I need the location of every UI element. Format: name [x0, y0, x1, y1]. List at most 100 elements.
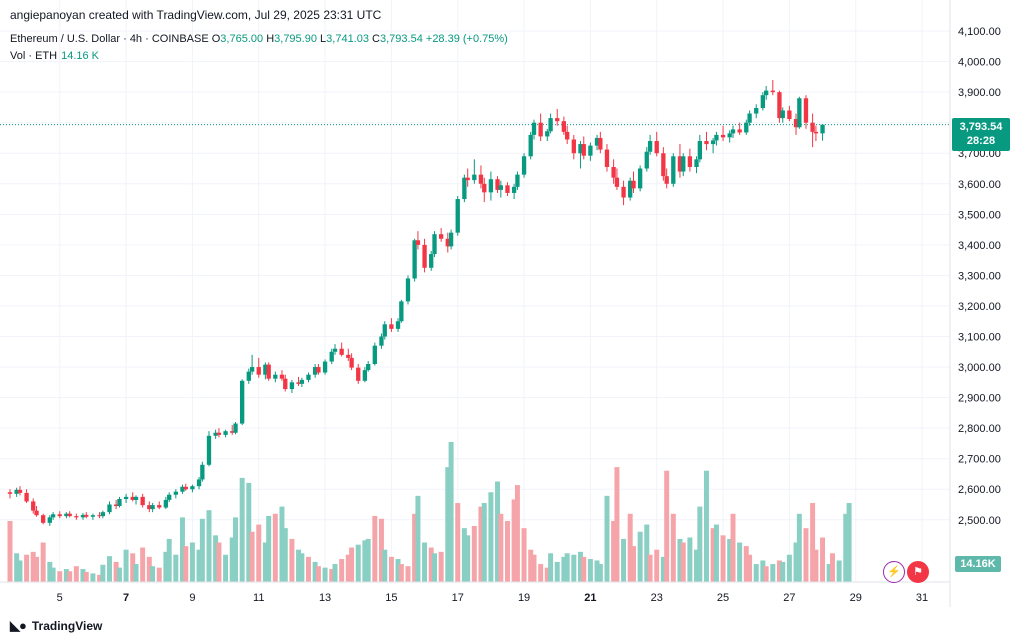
volume-bar: [216, 542, 222, 582]
candle-body: [362, 370, 368, 381]
attribution-text: angiepanoyan created with TradingView.co…: [10, 8, 382, 22]
candle: [754, 104, 759, 119]
volume-bar: [329, 569, 335, 582]
us-flag-icon[interactable]: ⚑: [907, 561, 929, 583]
candle-body: [200, 464, 205, 480]
volume-bar: [339, 559, 345, 582]
volume-bar: [206, 510, 212, 582]
candle: [704, 131, 709, 151]
candle: [737, 122, 742, 135]
candle-body: [445, 238, 450, 247]
candle: [163, 496, 169, 510]
candle-body: [803, 98, 809, 123]
volume-bar: [826, 564, 832, 582]
lightning-icon[interactable]: ⚡: [883, 561, 905, 583]
volume-bar: [776, 560, 782, 582]
candle-body: [190, 486, 195, 490]
volume-bar: [438, 551, 444, 582]
volume-bar: [687, 537, 693, 582]
candle-body: [167, 494, 172, 500]
candle: [183, 483, 188, 491]
volume-bar: [239, 477, 245, 582]
candle-body: [332, 348, 338, 352]
candle-body: [432, 234, 437, 255]
candle: [697, 134, 702, 163]
candle-body: [611, 166, 616, 178]
close-value: 3,793.54: [380, 33, 423, 45]
candle-body: [714, 134, 719, 141]
volume-bar: [531, 554, 537, 582]
price-axis[interactable]: 2,500.00 2,600.00 2,700.00 2,800.00 2,900.00…: [958, 26, 1001, 527]
volume-bar: [80, 569, 86, 582]
candle-body: [366, 364, 371, 371]
candle-body: [283, 378, 288, 390]
volume-bar: [422, 542, 428, 582]
candle: [67, 511, 72, 518]
candle-body: [697, 141, 702, 160]
candle-body: [747, 113, 752, 123]
volume-value: 14.16 K: [61, 50, 99, 62]
candle: [511, 183, 517, 200]
price-tick-label: 3,300.00: [958, 270, 1001, 282]
candle-body: [793, 119, 799, 128]
volume-bar: [163, 551, 169, 582]
volume-bar: [803, 528, 809, 582]
candle-body: [7, 492, 13, 494]
candle-body: [289, 382, 295, 390]
volume-bar: [196, 549, 202, 582]
volume-bar: [770, 564, 776, 582]
tradingview-logo[interactable]: ◣● TradingView: [10, 618, 102, 634]
candle-body: [770, 90, 775, 93]
volume-bar: [378, 518, 384, 582]
candle: [64, 512, 69, 519]
volume-bar: [604, 495, 610, 582]
price-tick-label: 3,500.00: [958, 209, 1001, 221]
volume-bar: [249, 531, 255, 582]
candle-body: [67, 513, 72, 517]
time-tick-label: 15: [385, 592, 397, 604]
candle: [329, 348, 334, 364]
candle: [405, 275, 411, 305]
candle-body: [429, 254, 434, 268]
candle-body: [80, 514, 86, 518]
candle-body: [256, 367, 261, 375]
candle: [770, 79, 775, 96]
candle: [764, 86, 769, 100]
volume-bar: [116, 567, 122, 582]
volume-bar: [83, 571, 89, 582]
candle: [720, 125, 726, 142]
candle-body: [455, 199, 460, 233]
high-label: H: [266, 33, 275, 45]
candle: [438, 228, 444, 242]
candle-body: [588, 145, 593, 156]
volume-bar: [7, 520, 13, 582]
candle: [123, 493, 129, 503]
volume-bar: [727, 538, 733, 582]
candle-body: [339, 348, 344, 355]
candle-body: [710, 140, 716, 145]
candle-body: [621, 186, 626, 198]
time-axis[interactable]: 5 7 9 11 13 15 17 19 21 23 25 27 29 31: [57, 592, 928, 604]
volume-bar: [415, 495, 421, 582]
candle: [780, 107, 785, 123]
volume-bar: [448, 442, 454, 582]
candle: [395, 318, 401, 332]
price-tick-label: 2,500.00: [958, 515, 1001, 527]
candle-body: [246, 371, 251, 381]
volume-bar: [637, 531, 643, 582]
candle: [147, 501, 152, 513]
time-tick-label: 13: [319, 592, 331, 604]
candle: [140, 493, 145, 508]
candle-body: [578, 144, 583, 154]
candle-body: [90, 515, 96, 517]
volume-bar: [34, 556, 40, 582]
candle: [488, 171, 494, 201]
candle: [744, 119, 749, 135]
candle-body: [206, 435, 212, 465]
candle: [448, 229, 454, 250]
volume-bar: [272, 513, 278, 582]
volume-bar: [223, 554, 229, 582]
candle-body: [565, 131, 570, 140]
candle-body: [31, 501, 36, 511]
